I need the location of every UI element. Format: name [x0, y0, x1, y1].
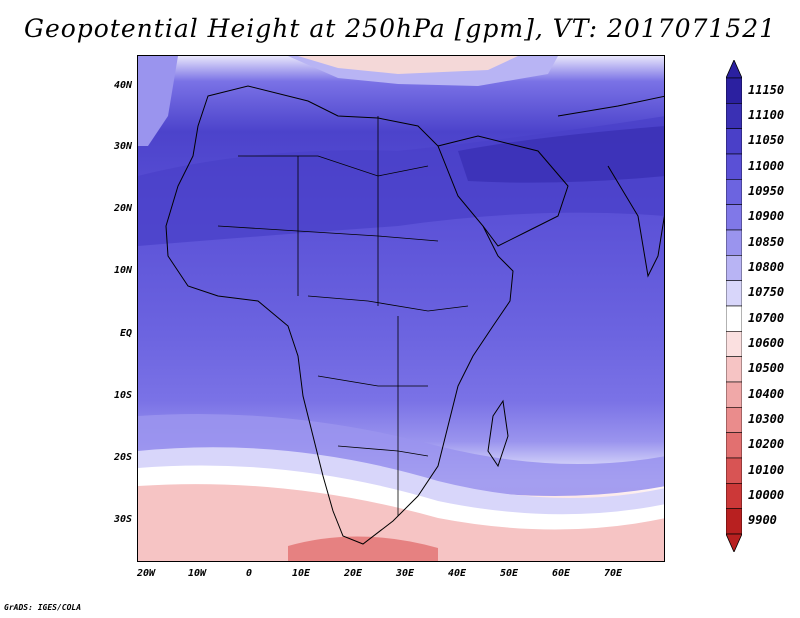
colorbar-swatch [726, 356, 742, 383]
colorbar-label: 10600 [748, 336, 785, 350]
colorbar-label: 10000 [748, 488, 785, 502]
colorbar-swatch [726, 407, 742, 433]
colorbar-label: 10800 [748, 260, 785, 274]
lon-label: 50E [499, 568, 519, 579]
colorbar-label: 10850 [748, 234, 785, 249]
lat-label: 30N [113, 141, 132, 152]
colorbar-swatch [726, 229, 742, 256]
lon-label: 60E [551, 568, 571, 579]
colorbar-swatch [726, 331, 742, 357]
footer-credit: GrADS: IGES/COLA [4, 603, 82, 612]
lon-label: 20W [136, 568, 156, 579]
colorbar-label: 11100 [748, 108, 785, 122]
colorbar-label: 10100 [748, 462, 785, 477]
lat-label: 40N [113, 80, 132, 91]
colorbar-swatch [726, 153, 742, 180]
colorbar-label: 10700 [748, 310, 785, 325]
colorbar-label: 10500 [748, 361, 785, 376]
lon-label: 70E [603, 568, 623, 579]
colorbar-swatch [726, 432, 742, 459]
colorbar-bottom-arrow [726, 533, 742, 552]
lon-label: 40E [447, 568, 467, 579]
colorbar-swatch [726, 77, 742, 104]
lon-label: 20E [343, 568, 363, 579]
lon-label: 10E [291, 568, 311, 579]
lat-label: 20S [113, 452, 132, 463]
colorbar-swatch [726, 483, 742, 509]
colorbar-label: 10900 [748, 209, 785, 224]
colorbar-swatch [726, 457, 742, 484]
colorbar-swatch [726, 103, 742, 129]
lon-label: 0 [245, 568, 253, 579]
colorbar-label: 10950 [748, 184, 785, 198]
map-panel [137, 55, 665, 562]
contour-map [138, 56, 664, 561]
colorbar-label: 11150 [748, 82, 785, 97]
colorbar [726, 60, 742, 552]
colorbar-label: 10750 [748, 285, 785, 300]
colorbar-label: 10400 [748, 386, 785, 401]
lat-label: EQ [119, 328, 132, 339]
colorbar-swatch [726, 381, 742, 408]
colorbar-label: 10200 [748, 437, 785, 452]
colorbar-label: 11050 [748, 133, 785, 148]
colorbar-swatch [726, 128, 742, 155]
colorbar-swatch [726, 255, 742, 281]
colorbar-label: 9900 [748, 513, 777, 528]
lat-label: 10N [113, 265, 132, 276]
lat-label: 30S [113, 514, 132, 525]
chart-title: Geopotential Height at 250hPa [gpm], VT:… [23, 14, 777, 43]
lat-label: 20N [113, 203, 132, 214]
lon-label: 10W [187, 568, 207, 579]
colorbar-label: 10300 [748, 412, 785, 426]
colorbar-swatch [726, 508, 742, 535]
colorbar-swatch [726, 204, 742, 231]
colorbar-top-arrow [726, 60, 742, 79]
lon-label: 30E [395, 568, 415, 579]
colorbar-swatch [726, 305, 742, 332]
colorbar-swatch [726, 179, 742, 205]
lat-label: 10S [113, 390, 132, 401]
colorbar-swatch [726, 280, 742, 307]
colorbar-swatches [726, 60, 742, 552]
colorbar-label: 11000 [748, 158, 785, 173]
